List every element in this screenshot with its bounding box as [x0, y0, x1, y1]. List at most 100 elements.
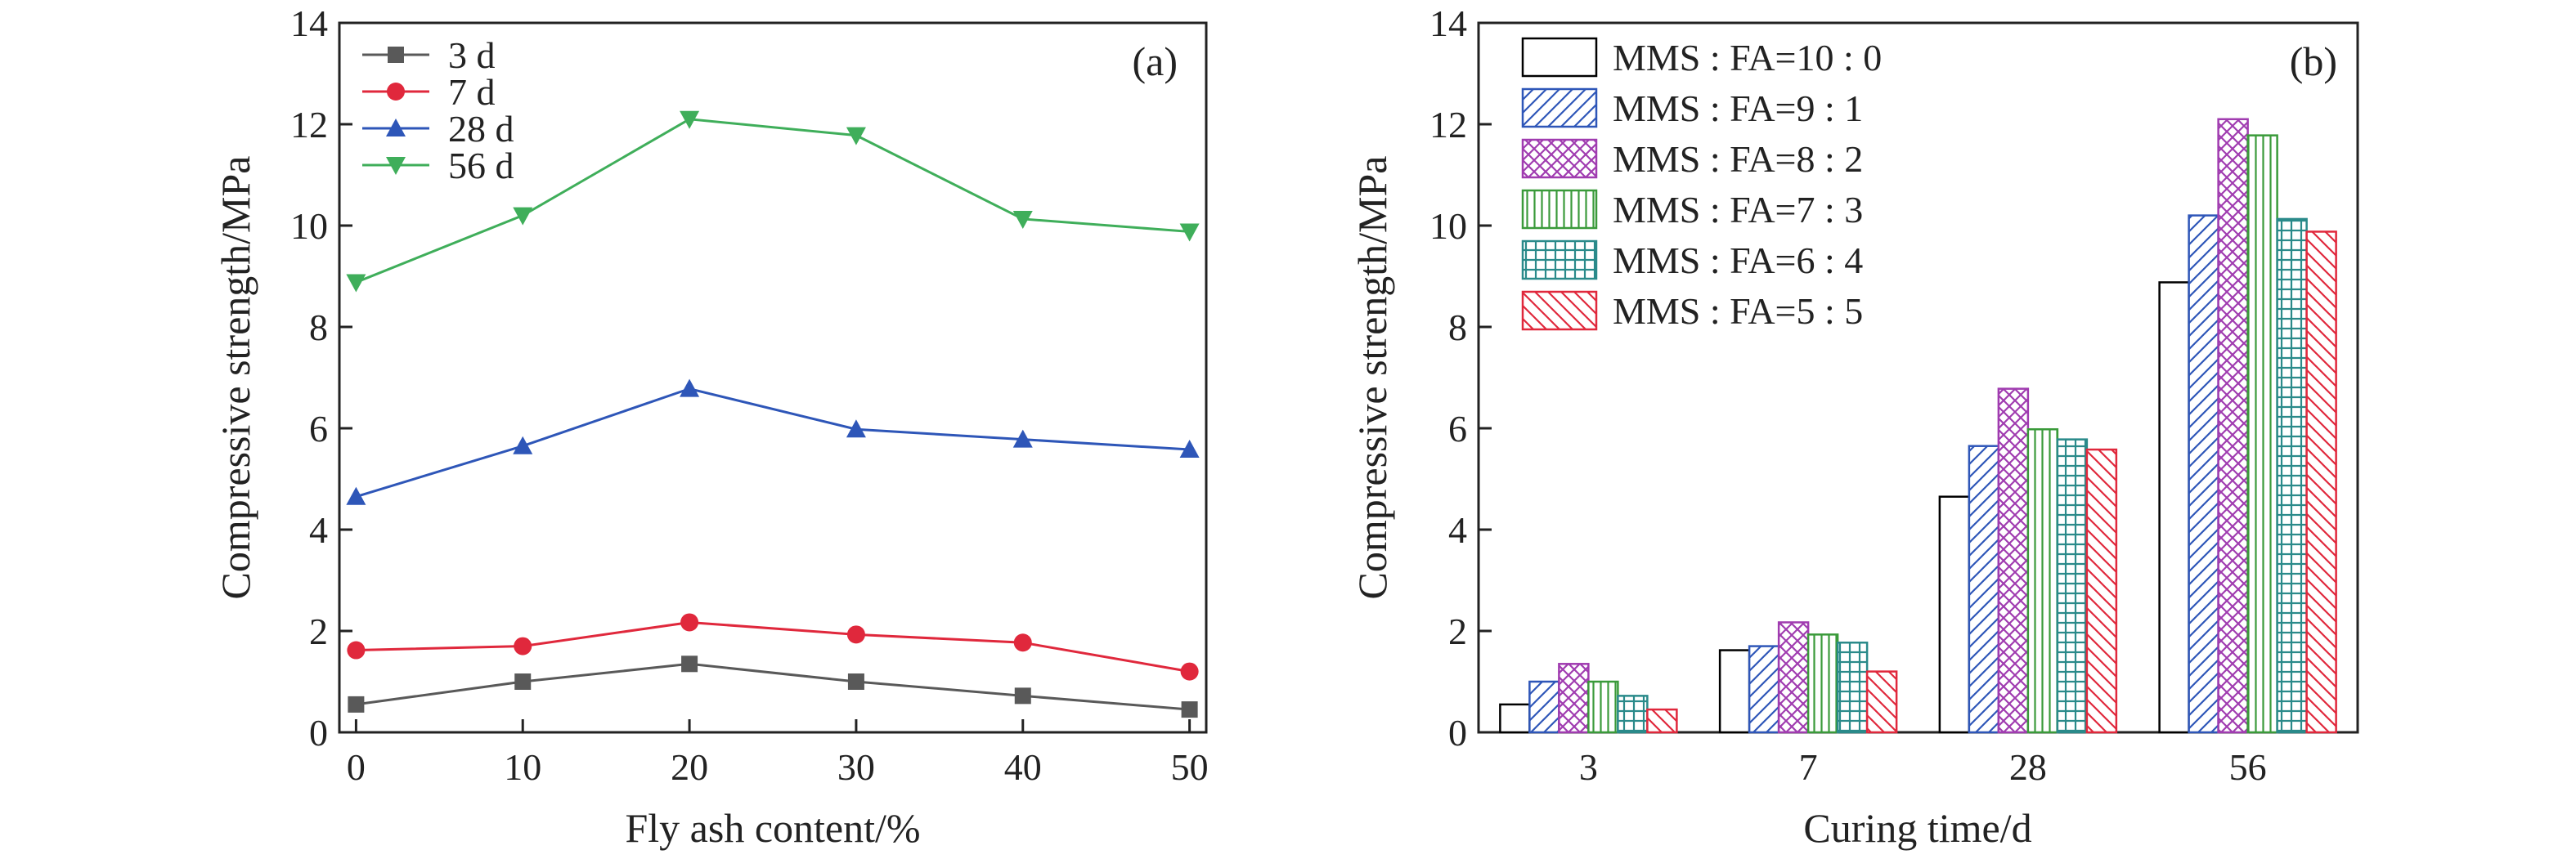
panel-a-y-tick-label: 2: [309, 611, 328, 652]
legend-item-mms-fa-6-4: MMS : FA=6 : 4: [1521, 239, 1863, 281]
legend-swatch: [1521, 37, 1598, 78]
bar-mms-fa-5-5-56d: [2305, 230, 2337, 734]
data-point: [846, 419, 866, 438]
panel-a-y-tick-label: 6: [309, 408, 328, 450]
panel-a-plot-frame: [338, 21, 1208, 734]
series-3-d: [348, 655, 1198, 718]
panel-b-y-tick-label: 2: [1448, 611, 1467, 652]
bar-mms-fa-6-4-56d: [2276, 217, 2308, 734]
panel-b-y-tick-label: 10: [1429, 205, 1467, 247]
bar-hatch: [1838, 642, 1868, 732]
legend-label: 7 d: [448, 71, 496, 113]
legend-item-56-d: 56 d: [362, 145, 514, 186]
legend-marker: [388, 47, 404, 63]
legend-swatch: [1521, 138, 1598, 179]
bar-mms-fa-6-4-28d: [2056, 438, 2089, 734]
bar-mms-fa-8-2-56d: [2217, 118, 2249, 734]
legend-swatch-hatch: [1523, 292, 1596, 329]
panel-b-x-tick-label: 56: [2229, 746, 2267, 788]
legend-label: MMS : FA=5 : 5: [1613, 290, 1863, 332]
data-point: [1179, 223, 1200, 242]
panel-a-y-tick-label: 8: [309, 306, 328, 348]
bar-mms-fa-10-0-56d: [2158, 281, 2190, 734]
legend-label: MMS : FA=7 : 3: [1613, 189, 1863, 230]
legend-item-mms-fa-10-0: MMS : FA=10 : 0: [1521, 37, 1882, 78]
bar-hatch: [1808, 634, 1838, 732]
panel-a-y-axis-label: Compressive strength/MPa: [213, 155, 258, 599]
panel-b-y-tick-label: 0: [1448, 712, 1467, 754]
series-56-d: [346, 110, 1200, 293]
data-point: [513, 207, 533, 226]
legend-swatch-hatch: [1523, 241, 1596, 279]
panel-a-x-tick-label: 0: [347, 746, 366, 788]
legend-item-mms-fa-9-1: MMS : FA=9 : 1: [1521, 87, 1863, 129]
legend-label: 28 d: [448, 108, 514, 150]
data-point: [513, 436, 533, 454]
legend-item-mms-fa-8-2: MMS : FA=8 : 2: [1521, 138, 1863, 180]
data-point: [680, 378, 700, 397]
panel-b-legend: MMS : FA=10 : 0 MMS : FA=9 : 1 MMS : FA=8 …: [1521, 37, 1882, 332]
panel-b-y-axis-label: Compressive strength/MPa: [1349, 155, 1395, 599]
bar-mms-fa-5-5-28d: [2085, 448, 2118, 734]
data-point: [1179, 440, 1200, 459]
bar-hatch: [1588, 682, 1618, 732]
bar-mms-fa-8-2-7d: [1777, 621, 1810, 734]
panel-a-x-tick-label: 40: [1004, 746, 1042, 788]
data-point: [847, 673, 864, 690]
legend-marker: [387, 83, 405, 101]
bar-mms-fa-6-4-3d: [1617, 695, 1649, 734]
panel-b-label: (b): [2290, 38, 2337, 84]
data-point: [846, 625, 865, 644]
data-point: [347, 641, 366, 660]
data-point: [1012, 429, 1033, 448]
bar-hatch: [1647, 709, 1677, 732]
bar-mms-fa-8-2-3d: [1558, 663, 1590, 734]
bar-outline: [1646, 708, 1678, 734]
bar-background: [2159, 282, 2189, 732]
panel-a-axes: 0 2 4 6 8 10 12 14 0 10 20 30 40 50: [290, 2, 1209, 788]
series-line: [355, 387, 1190, 499]
bar-hatch: [2306, 231, 2336, 732]
panel-a-x-tick-label: 50: [1171, 746, 1209, 788]
panel-a-x-tick-label: 20: [671, 746, 708, 788]
bar-background: [1720, 650, 1750, 732]
legend-label: 56 d: [448, 145, 514, 186]
data-point: [846, 127, 866, 145]
series-28-d: [346, 378, 1200, 505]
panel-a-line-chart: 0 2 4 6 8 10 12 14 0 10 20 30 40 50 3 d7 d28 d56 d (a…: [213, 2, 1209, 851]
legend-swatch-hatch: [1523, 89, 1596, 127]
bar-mms-fa-8-2-28d: [1997, 387, 2030, 734]
panel-a-label: (a): [1133, 38, 1178, 84]
legend-swatch: [1521, 239, 1598, 280]
bar-mms-fa-5-5-3d: [1646, 708, 1678, 734]
data-point: [1012, 210, 1033, 229]
data-point: [1014, 687, 1031, 705]
legend-label: MMS : FA=6 : 4: [1613, 239, 1863, 281]
data-point: [346, 274, 366, 293]
panel-b-y-tick-label: 14: [1429, 2, 1467, 44]
legend-item-3-d: 3 d: [362, 34, 496, 76]
bar-mms-fa-5-5-7d: [1865, 670, 1898, 734]
bar-mms-fa-6-4-7d: [1836, 642, 1869, 734]
series-7-d: [347, 613, 1199, 681]
bar-hatch: [1867, 671, 1897, 732]
legend-label: MMS : FA=8 : 2: [1613, 138, 1863, 180]
panel-b-y-tick-label: 4: [1448, 509, 1467, 551]
legend-marker: [386, 119, 406, 136]
data-point: [346, 486, 366, 505]
bar-mms-fa-7-3-56d: [2246, 134, 2278, 734]
panel-a-x-tick-label: 10: [504, 746, 541, 788]
bar-hatch: [1618, 696, 1648, 732]
data-point: [514, 637, 532, 655]
data-point: [680, 613, 699, 632]
bar-hatch: [1559, 664, 1589, 732]
legend-swatch: [1521, 290, 1598, 331]
data-point: [348, 696, 365, 713]
legend-swatch-hatch: [1523, 190, 1596, 228]
legend-swatch-hatch: [1523, 140, 1596, 177]
legend-item-7-d: 7 d: [362, 71, 496, 113]
bar-mms-fa-9-1-28d: [1968, 445, 2000, 734]
panel-a-series: [346, 110, 1200, 718]
legend-label: 3 d: [448, 34, 496, 76]
